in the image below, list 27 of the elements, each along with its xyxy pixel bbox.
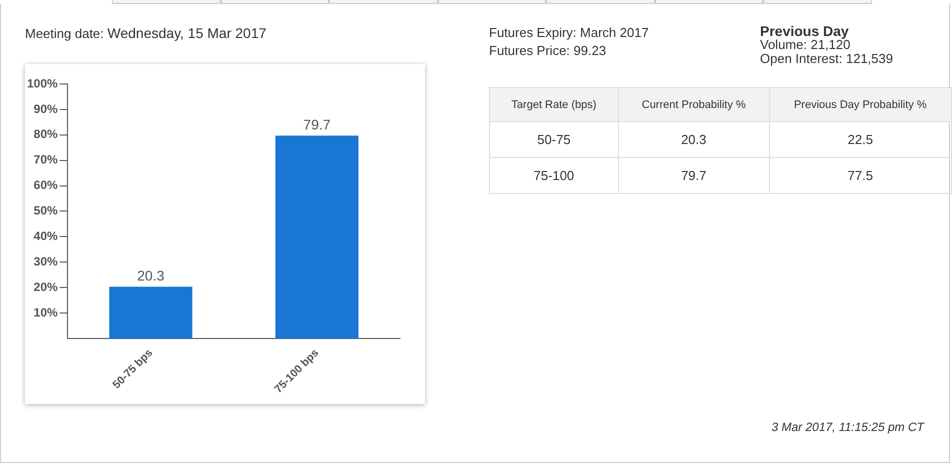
data-label: 20.3 [137, 268, 165, 284]
y-tick-label: 20% [34, 280, 58, 294]
text: Previous Day Probability % [769, 88, 952, 122]
y-tick-label: 60% [34, 178, 58, 192]
text: Previous Day [760, 22, 849, 40]
data-label: 77.5 [769, 158, 952, 194]
y-tick-label: 10% [34, 305, 58, 320]
data-label: 20.3 [618, 122, 770, 158]
data-label: 79.7 [303, 116, 331, 133]
y-tick-label: 80% [34, 127, 58, 142]
y-tick-label: 50% [34, 204, 58, 218]
text: Current Probability % [618, 88, 770, 122]
category-label: 75-100 [490, 158, 618, 194]
y-tick-label: 70% [34, 152, 58, 167]
text: Futures Expiry: March 2017 [489, 24, 649, 42]
y-tick-label: 100% [26, 76, 58, 90]
chart-title: Meeting date: Wednesday, 15 Mar 2017 [25, 25, 266, 41]
y-tick-label: 90% [34, 102, 58, 116]
text: Open Interest: 121,539 [760, 51, 893, 66]
text: Futures Price: 99.23 [489, 42, 606, 60]
data-label: 22.5 [769, 122, 952, 158]
text: 3 Mar 2017, 11:15:25 pm CT [771, 419, 924, 436]
text: Target Rate (bps) [490, 88, 618, 122]
y-tick-label: 40% [34, 228, 58, 243]
data-label: 79.7 [618, 158, 770, 194]
y-tick-label: 30% [34, 254, 58, 268]
category-label: 50-75 [490, 122, 618, 158]
